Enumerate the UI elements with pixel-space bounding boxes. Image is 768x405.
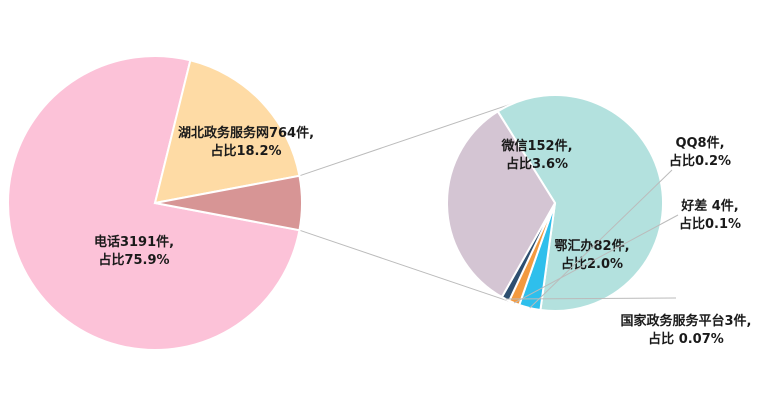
- secondary-pie-slice-4: [446, 110, 557, 299]
- secondary-slice-label-3: 国家政务服务平台3件,占比 0.07%: [621, 313, 752, 347]
- secondary-pie-slice-0: [496, 93, 664, 312]
- secondary-slice-label-1: QQ8件,占比0.2%: [669, 135, 731, 169]
- main-slice-label-1: 湖北政务服务网764件,占比18.2%: [178, 125, 314, 159]
- secondary-slice-label-4: 鄂汇办82件,占比2.0%: [554, 238, 629, 272]
- main-pie-slice-1: [153, 59, 301, 205]
- secondary-slice-label-2: 好差 4件,占比0.1%: [679, 198, 741, 232]
- leader-line-3: [505, 297, 677, 300]
- leader-line-2: [513, 214, 679, 304]
- connector-line-top: [299, 102, 515, 177]
- leader-line-1: [529, 169, 673, 309]
- main-pie-slice-0: [7, 55, 301, 351]
- main-pie-slice-2: [154, 174, 303, 232]
- secondary-slice-label-0: 微信152件,占比3.6%: [500, 138, 572, 172]
- main-slice-label-0: 电话3191件,占比75.9%: [94, 234, 174, 268]
- connector-line-bottom: [299, 229, 515, 304]
